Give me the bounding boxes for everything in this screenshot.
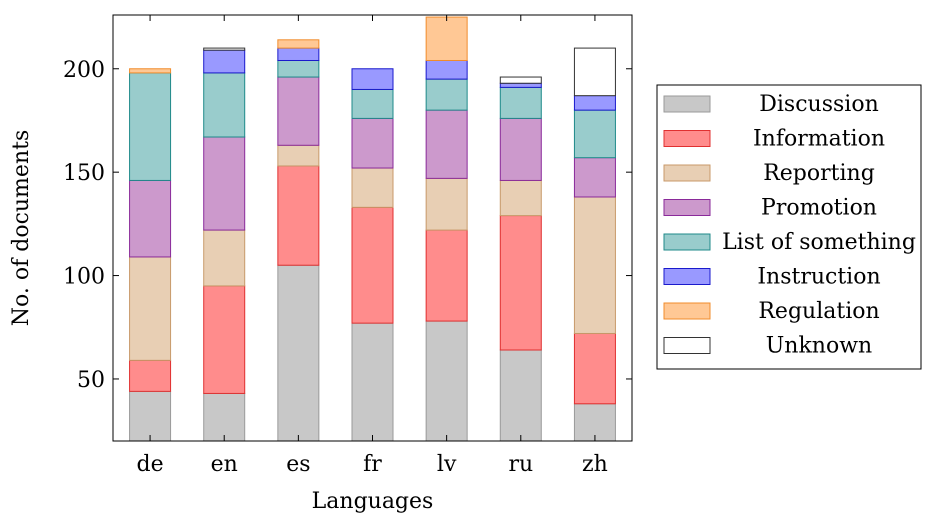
- legend-swatch-promotion: [663, 199, 711, 216]
- bar-fr-discussion: [351, 322, 394, 442]
- bar-fr-list-of-something: [351, 88, 394, 119]
- bar-fr-reporting: [351, 167, 394, 208]
- bar-es-list-of-something: [277, 59, 320, 78]
- bar-zh-discussion: [573, 403, 616, 442]
- x-tick-label-de: de: [137, 452, 164, 477]
- bar-lv-promotion: [425, 109, 468, 179]
- legend-label-instruction: Instruction: [757, 265, 880, 290]
- bar-en-information: [203, 285, 246, 394]
- bar-en-list-of-something: [203, 72, 246, 138]
- y-tick-label: 50: [77, 368, 105, 393]
- bar-lv-regulation: [425, 16, 468, 61]
- bar-lv-list-of-something: [425, 78, 468, 111]
- bar-zh-information: [573, 332, 616, 405]
- bar-lv-discussion: [425, 320, 468, 442]
- bar-fr-instruction: [351, 68, 394, 90]
- legend-swatch-discussion: [663, 95, 711, 113]
- bar-ru-unknown: [499, 76, 542, 84]
- legend-swatch-information: [663, 130, 711, 147]
- legend-label-information: Information: [753, 127, 885, 152]
- bar-en-promotion: [203, 136, 246, 231]
- legend-swatch-regulation: [663, 302, 711, 320]
- bar-fr-promotion: [351, 117, 394, 169]
- bar-en-instruction: [203, 49, 246, 74]
- legend-label-regulation: Regulation: [758, 299, 879, 324]
- bar-ru-discussion: [499, 349, 542, 442]
- bar-zh-reporting: [573, 196, 616, 334]
- bar-de-discussion: [129, 390, 172, 442]
- y-tick-label: 100: [63, 265, 105, 290]
- bar-zh-list-of-something: [573, 109, 616, 159]
- bar-en-discussion: [203, 392, 246, 442]
- bar-zh-promotion: [573, 157, 616, 198]
- bar-zh-instruction: [573, 95, 616, 111]
- bar-ru-instruction: [499, 82, 542, 88]
- bar-fr-information: [351, 206, 394, 324]
- legend-swatch-instruction: [663, 268, 711, 285]
- bar-es-regulation: [277, 39, 320, 49]
- x-axis-label: Languages: [312, 489, 434, 514]
- x-tick-label-fr: fr: [363, 452, 382, 477]
- bar-ru-promotion: [499, 117, 542, 181]
- bar-de-reporting: [129, 256, 172, 361]
- bar-de-promotion: [129, 179, 172, 258]
- legend-swatch-list-of-something: [663, 233, 711, 251]
- y-tick-label: 150: [63, 161, 105, 186]
- bar-lv-information: [425, 229, 468, 322]
- bar-lv-instruction: [425, 59, 468, 80]
- bar-zh-unknown: [573, 47, 616, 97]
- bar-es-information: [277, 165, 320, 266]
- bar-ru-information: [499, 215, 542, 351]
- bar-de-list-of-something: [129, 72, 172, 181]
- bar-es-discussion: [277, 264, 320, 442]
- bar-es-promotion: [277, 76, 320, 146]
- legend-label-unknown: Unknown: [766, 334, 872, 359]
- y-axis-label: No. of documents: [9, 130, 34, 326]
- bar-en-unknown: [203, 47, 246, 51]
- bar-de-regulation: [129, 68, 172, 74]
- bar-lv-reporting: [425, 177, 468, 231]
- legend-swatch-unknown: [663, 337, 711, 354]
- x-tick-label-zh: zh: [582, 452, 608, 477]
- x-tick-label-ru: ru: [508, 452, 533, 477]
- legend-swatch-reporting: [663, 164, 711, 182]
- x-tick-label-es: es: [286, 452, 310, 477]
- bars-layer: [129, 16, 616, 442]
- bar-ru-list-of-something: [499, 86, 542, 119]
- bar-en-reporting: [203, 229, 246, 287]
- x-axis-ticks: de en es fr lv ru zh: [137, 15, 608, 477]
- bar-de-information: [129, 359, 172, 392]
- x-tick-label-en: en: [211, 452, 238, 477]
- x-tick-label-lv: lv: [437, 452, 457, 477]
- bar-es-reporting: [277, 144, 320, 167]
- legend-label-list-of-something: List of something: [722, 230, 916, 255]
- legend: Discussion Information Reporting Promotion L…: [656, 84, 922, 370]
- bar-ru-reporting: [499, 179, 542, 217]
- legend-label-discussion: Discussion: [759, 92, 879, 117]
- legend-label-reporting: Reporting: [763, 161, 875, 186]
- bar-es-instruction: [277, 47, 320, 61]
- legend-label-promotion: Promotion: [761, 196, 877, 221]
- y-tick-label: 200: [63, 58, 105, 83]
- y-axis-ticks: 50 100 150 200: [63, 58, 632, 393]
